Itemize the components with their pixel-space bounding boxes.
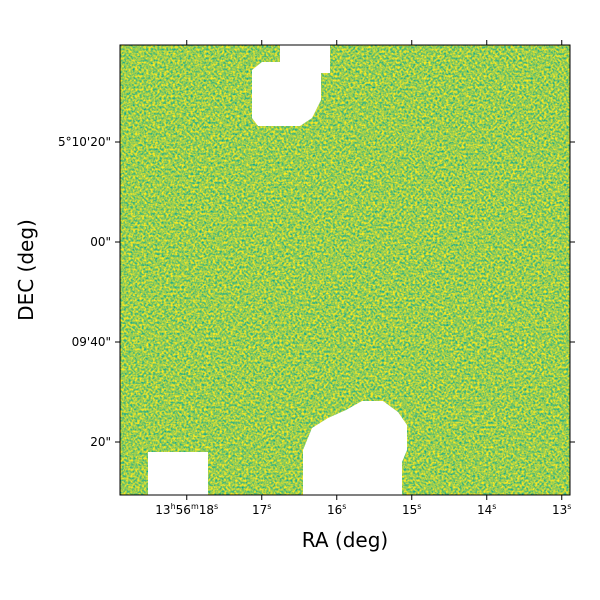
y-tick-label: 20" (90, 435, 111, 449)
x-tick-label: 15s (402, 502, 421, 517)
mask (252, 45, 330, 126)
mask (148, 452, 208, 495)
x-tick-label: 13h56m18s (155, 502, 218, 517)
x-tick-label: 17s (252, 502, 271, 517)
x-axis-label: RA (deg) (302, 528, 388, 552)
y-tick-label: 09'40" (72, 335, 111, 349)
mask (303, 401, 407, 495)
x-tick-label: 13s (552, 502, 571, 517)
image (120, 45, 570, 495)
x-tick-label: 16s (327, 502, 346, 517)
axes-frame (119, 44, 571, 496)
y-tick-label: 00" (90, 235, 111, 249)
y-axis-label: DEC (deg) (14, 219, 38, 321)
x-tick-label: 14s (477, 502, 496, 517)
y-tick-label: 5°10'20" (58, 135, 111, 149)
